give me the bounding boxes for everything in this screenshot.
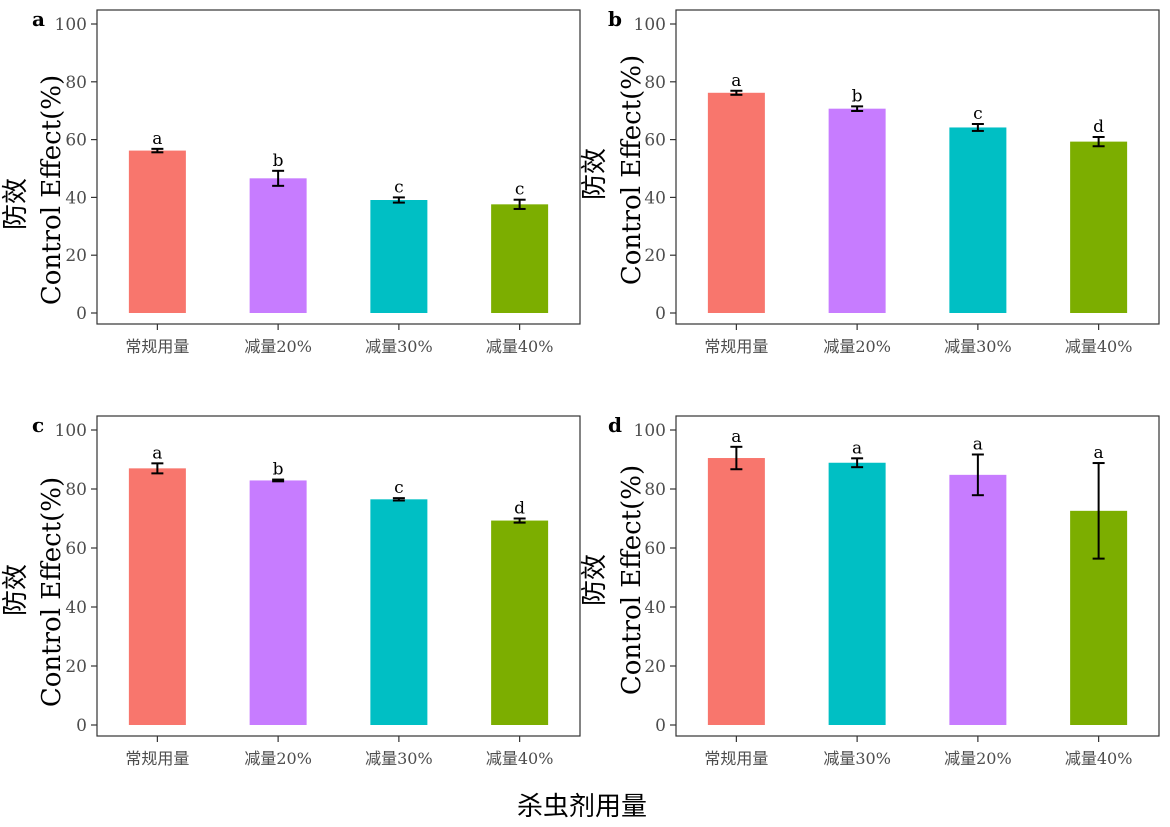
y-tick-label: 80 <box>65 480 87 500</box>
significance-letter: a <box>852 438 862 458</box>
y-tick-label: 0 <box>76 304 87 324</box>
x-tick-label: 减量20% <box>244 337 312 356</box>
y-axis-label-cn: 防效 <box>580 554 610 606</box>
y-axis-label-cn: 防效 <box>1 178 31 230</box>
y-tick-label: 80 <box>644 73 666 93</box>
bar <box>370 200 428 313</box>
y-tick-label: 20 <box>65 246 87 266</box>
panel-label: b <box>608 7 622 31</box>
panel-label: d <box>608 413 622 437</box>
chart-panel-c: c 0 20 40 60 80 100 防效 Control Effect(%) a 常规用量 b 减量… <box>1 413 581 768</box>
significance-letter: b <box>852 86 863 106</box>
bar <box>707 92 765 313</box>
y-tick-label: 0 <box>655 304 666 324</box>
x-tick-label: 减量20% <box>823 337 891 356</box>
y-tick-label: 100 <box>55 421 87 441</box>
y-tick-label: 60 <box>65 131 87 151</box>
bar <box>249 480 307 725</box>
y-axis-label-cn: 防效 <box>1 564 31 616</box>
bar <box>128 468 186 725</box>
bar <box>249 178 307 313</box>
significance-letter: a <box>1094 443 1104 463</box>
panel-label: a <box>32 7 45 31</box>
x-tick-label: 常规用量 <box>125 749 189 768</box>
chart-panel-a: a 0 20 40 60 80 100 防效 Control Effect(%) a 常规用量 b 减量… <box>1 7 581 356</box>
bar <box>828 462 886 725</box>
significance-letter: c <box>394 177 404 197</box>
significance-letter: d <box>514 499 525 519</box>
y-tick-label: 40 <box>644 598 666 618</box>
x-tick-label: 常规用量 <box>704 337 768 356</box>
bar <box>491 204 549 313</box>
x-tick-label: 减量30% <box>944 337 1012 356</box>
y-tick-label: 20 <box>65 657 87 677</box>
y-tick-label: 0 <box>76 716 87 736</box>
y-axis-label: Control Effect(%) <box>617 465 647 695</box>
y-tick-label: 60 <box>65 539 87 559</box>
bar <box>828 108 886 313</box>
bar <box>949 127 1007 313</box>
x-tick-label: 减量40% <box>1065 749 1133 768</box>
bar <box>370 499 428 725</box>
x-tick-label: 常规用量 <box>704 749 768 768</box>
significance-letter: c <box>515 180 525 200</box>
x-tick-label: 减量30% <box>365 749 433 768</box>
y-tick-label: 40 <box>644 188 666 208</box>
y-axis-label-cn: 防效 <box>580 148 610 200</box>
chart-panel-d: d 0 20 40 60 80 100 防效 Control Effect(%) a 常规用量 a 减量… <box>580 413 1160 768</box>
bar <box>707 458 765 725</box>
y-tick-label: 60 <box>644 131 666 151</box>
y-tick-label: 100 <box>55 15 87 35</box>
x-tick-label: 减量40% <box>486 337 554 356</box>
bar <box>1070 141 1128 313</box>
significance-letter: d <box>1093 117 1104 137</box>
y-tick-label: 20 <box>644 657 666 677</box>
significance-letter: b <box>273 151 284 171</box>
significance-letter: a <box>152 129 162 149</box>
y-tick-label: 60 <box>644 539 666 559</box>
y-tick-label: 40 <box>65 188 87 208</box>
panel-border <box>96 9 581 325</box>
y-axis-label: Control Effect(%) <box>617 55 647 285</box>
x-tick-label: 减量30% <box>823 749 891 768</box>
bar <box>491 520 549 725</box>
significance-letter: a <box>731 71 741 91</box>
y-tick-label: 0 <box>655 716 666 736</box>
shared-x-axis-label: 杀虫剂用量 <box>517 792 647 822</box>
chart-panel-b: b 0 20 40 60 80 100 防效 Control Effect(%) a 常规用量 b 减量… <box>580 7 1160 356</box>
x-tick-label: 减量30% <box>365 337 433 356</box>
significance-letter: a <box>973 434 983 454</box>
y-tick-label: 40 <box>65 598 87 618</box>
y-tick-label: 80 <box>644 480 666 500</box>
x-tick-label: 常规用量 <box>125 337 189 356</box>
y-tick-label: 80 <box>65 73 87 93</box>
significance-letter: b <box>273 460 284 480</box>
x-tick-label: 减量20% <box>944 749 1012 768</box>
x-tick-label: 减量20% <box>244 749 312 768</box>
y-tick-label: 100 <box>634 421 666 441</box>
significance-letter: c <box>973 104 983 124</box>
panel-label: c <box>32 413 44 437</box>
significance-letter: a <box>152 443 162 463</box>
bar <box>128 150 186 313</box>
y-tick-label: 20 <box>644 246 666 266</box>
significance-letter: a <box>731 427 741 447</box>
y-axis-label: Control Effect(%) <box>37 477 67 707</box>
y-tick-label: 100 <box>634 15 666 35</box>
panel-border <box>675 415 1160 737</box>
significance-letter: c <box>394 478 404 498</box>
x-tick-label: 减量40% <box>486 749 554 768</box>
panel-border <box>96 415 581 737</box>
y-axis-label: Control Effect(%) <box>37 75 67 305</box>
x-tick-label: 减量40% <box>1065 337 1133 356</box>
bar <box>949 474 1007 725</box>
panel-border <box>675 9 1160 325</box>
